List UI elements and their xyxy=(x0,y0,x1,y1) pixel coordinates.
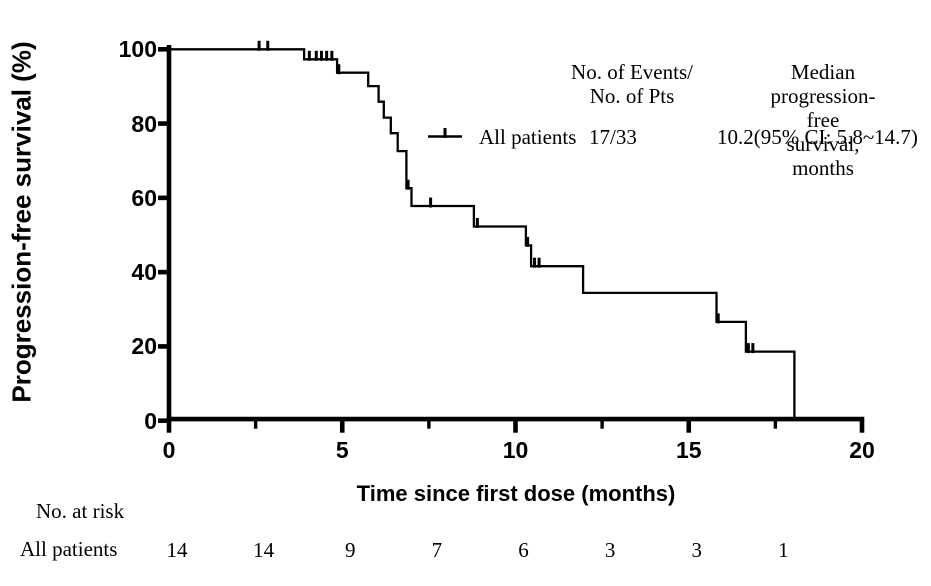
y-tick-label: 0 xyxy=(144,407,157,434)
km-curve-path xyxy=(169,48,796,421)
y-tick-label: 20 xyxy=(131,333,157,360)
legend-line-symbol xyxy=(428,128,462,138)
at-risk-value: 9 xyxy=(345,538,356,562)
at-risk-value: 7 xyxy=(431,538,443,562)
at-risk-value: 14 xyxy=(166,538,188,562)
x-tick-label: 0 xyxy=(162,437,176,463)
at-risk-value: 14 xyxy=(253,538,275,562)
at-risk-value: 1 xyxy=(778,538,789,562)
legend-events-header-line1: No. of Events/ xyxy=(571,60,693,84)
legend-median-header-line2: survival, months xyxy=(786,132,860,180)
at-risk-row-label: All patients xyxy=(20,537,118,561)
axes xyxy=(166,45,865,423)
y-tick-label: 60 xyxy=(131,184,157,211)
legend-events-header: No. of Events/ No. of Pts xyxy=(571,60,693,108)
legend-events-value: 17/33 xyxy=(589,125,637,149)
km-curve xyxy=(169,48,796,421)
legend-series-label: All patients xyxy=(479,125,577,149)
y-tick-label: 80 xyxy=(131,110,157,137)
x-tick-label: 5 xyxy=(335,437,349,463)
at-risk-value: 3 xyxy=(604,538,616,562)
y-tick-label: 100 xyxy=(118,36,157,63)
x-tick-label: 10 xyxy=(502,437,529,463)
axis-ticks xyxy=(158,46,865,433)
x-tick-label: 15 xyxy=(675,437,702,463)
at-risk-value: 6 xyxy=(518,538,529,562)
legend-median-header-line1: Median progression-free xyxy=(770,60,876,132)
y-axis-title: Progression-free survival (%) xyxy=(6,41,37,403)
at-risk-title: No. at risk xyxy=(36,499,125,523)
legend-events-header-line2: No. of Pts xyxy=(589,84,675,108)
legend-median-value: 10.2(95% CI: 5.8~14.7) xyxy=(717,125,918,149)
x-axis-title: Time since first dose (months) xyxy=(356,481,676,506)
legend-median-header: Median progression-free survival, months xyxy=(769,60,877,180)
at-risk-value: 3 xyxy=(691,538,703,562)
censor-marks xyxy=(257,40,755,354)
y-tick-label: 40 xyxy=(131,259,157,286)
x-tick-label: 20 xyxy=(849,437,875,463)
